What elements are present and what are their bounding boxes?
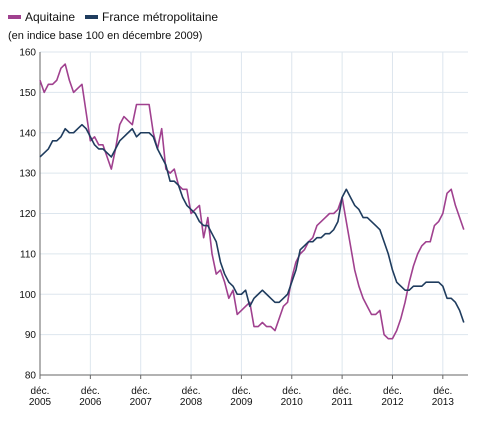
- legend-item-france: France métropolitaine: [85, 10, 218, 24]
- y-tick-label: 80: [25, 371, 37, 382]
- axes: [39, 52, 468, 379]
- series-line-aquitaine: [39, 63, 465, 340]
- x-tick-label-month: déc.: [232, 386, 251, 397]
- x-tick-label-month: déc.: [383, 386, 402, 397]
- series-lines: [39, 63, 465, 340]
- x-tick-label-month: déc.: [282, 386, 301, 397]
- legend: Aquitaine France métropolitaine: [8, 9, 228, 25]
- legend-item-aquitaine: Aquitaine: [8, 10, 75, 24]
- x-tick-label-year: 2008: [180, 397, 203, 408]
- x-tick-label-year: 2009: [230, 397, 253, 408]
- x-tick-label-year: 2013: [432, 397, 455, 408]
- legend-swatch-aquitaine: [8, 15, 21, 19]
- y-tick-label: 90: [25, 330, 37, 341]
- y-tick-label: 160: [19, 48, 36, 59]
- x-tick-label-year: 2011: [331, 397, 353, 408]
- y-tick-label: 110: [20, 249, 36, 260]
- tick-labels: 8090100110120130140150160déc.2005déc.200…: [19, 48, 454, 409]
- grid-lines: [39, 51, 468, 376]
- x-tick-label-month: déc.: [182, 386, 201, 397]
- x-tick-label-year: 2010: [281, 397, 304, 408]
- x-tick-label-month: déc.: [333, 386, 352, 397]
- x-tick-label-year: 2012: [381, 397, 404, 408]
- series-line-france: [39, 123, 465, 323]
- chart-subtitle: (en indice base 100 en décembre 2009): [8, 30, 203, 42]
- legend-label-aquitaine: Aquitaine: [25, 10, 76, 24]
- y-tick-label: 140: [19, 128, 36, 139]
- x-tick-label-month: déc.: [433, 386, 452, 397]
- legend-swatch-france: [85, 15, 99, 19]
- y-tick-label: 130: [19, 169, 36, 180]
- x-tick-label-year: 2005: [29, 397, 52, 408]
- x-tick-label-month: déc.: [31, 386, 50, 397]
- x-tick-label-year: 2006: [79, 397, 102, 408]
- x-tick-label-month: déc.: [81, 386, 100, 397]
- y-tick-label: 120: [19, 209, 36, 220]
- y-tick-label: 150: [19, 88, 36, 99]
- x-tick-label-year: 2007: [130, 397, 153, 408]
- x-tick-label-month: déc.: [131, 386, 150, 397]
- y-tick-label: 100: [19, 290, 36, 301]
- legend-label-france: France métropolitaine: [102, 10, 219, 24]
